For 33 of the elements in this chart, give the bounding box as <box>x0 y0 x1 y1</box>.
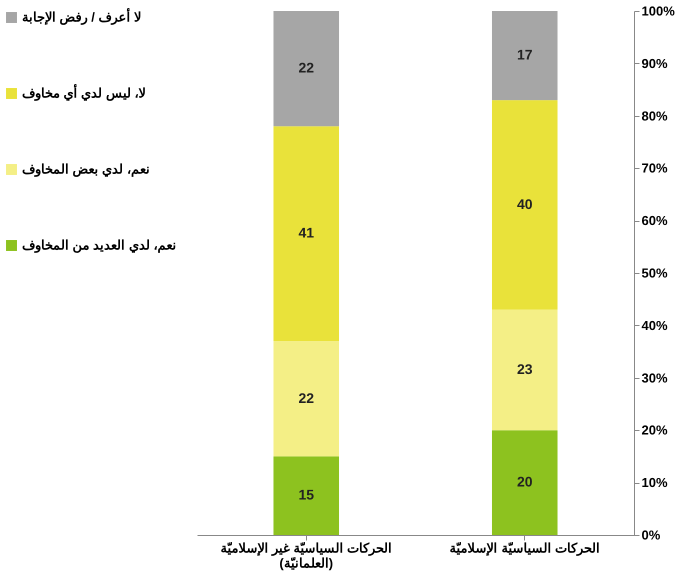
bar <box>273 126 340 342</box>
bar <box>273 456 340 535</box>
data-label: 40 <box>516 196 533 212</box>
bar <box>492 11 558 100</box>
data-label: 15 <box>298 486 314 503</box>
legend-label: نعم، لدي بعض المخاوف <box>22 162 150 178</box>
y-tick-label: 80% <box>642 108 668 124</box>
y-tick-label: 20% <box>642 422 668 438</box>
y-tick-label: 50% <box>642 266 668 280</box>
y-tick-label: 30% <box>642 370 668 386</box>
bar <box>492 310 558 430</box>
y-tick-label: 10% <box>642 475 668 490</box>
y-tick-label: 60% <box>642 213 668 228</box>
data-label: 22 <box>298 390 314 406</box>
x-tick-label: الحركات السياسيّة غير الإسلاميّة (العلمانيّة) <box>220 540 392 570</box>
bar <box>492 430 558 535</box>
data-label: 17 <box>516 46 533 63</box>
data-label: 20 <box>516 474 533 490</box>
y-tick-label: 100% <box>642 4 676 18</box>
x-tick-label: الحركات السياسيّة الإسلاميّة <box>450 540 600 556</box>
data-label: 41 <box>298 224 314 241</box>
y-tick-label: 40% <box>642 318 668 333</box>
y-tick-label: 90% <box>642 56 668 71</box>
data-label: 22 <box>298 60 314 76</box>
data-label: 23 <box>516 360 533 377</box>
legend-label: لا، ليس لدي أي مخاوف <box>22 84 146 102</box>
bar <box>273 11 340 126</box>
y-tick-label: 70% <box>642 160 668 176</box>
bar <box>273 341 340 456</box>
bar <box>492 100 558 310</box>
legend-label: نعم، لدي العديد من المخاوف <box>22 238 176 254</box>
legend-label: لا أعرف / رفض الإجابة <box>22 8 142 26</box>
y-tick-label: 0% <box>642 528 661 542</box>
